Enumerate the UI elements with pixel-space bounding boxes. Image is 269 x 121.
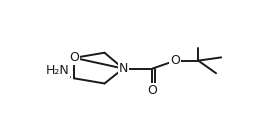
Text: O: O xyxy=(69,51,79,64)
Text: H₂N: H₂N xyxy=(46,64,69,77)
Text: O: O xyxy=(171,54,180,67)
Text: O: O xyxy=(147,84,157,97)
Text: N: N xyxy=(119,62,128,75)
